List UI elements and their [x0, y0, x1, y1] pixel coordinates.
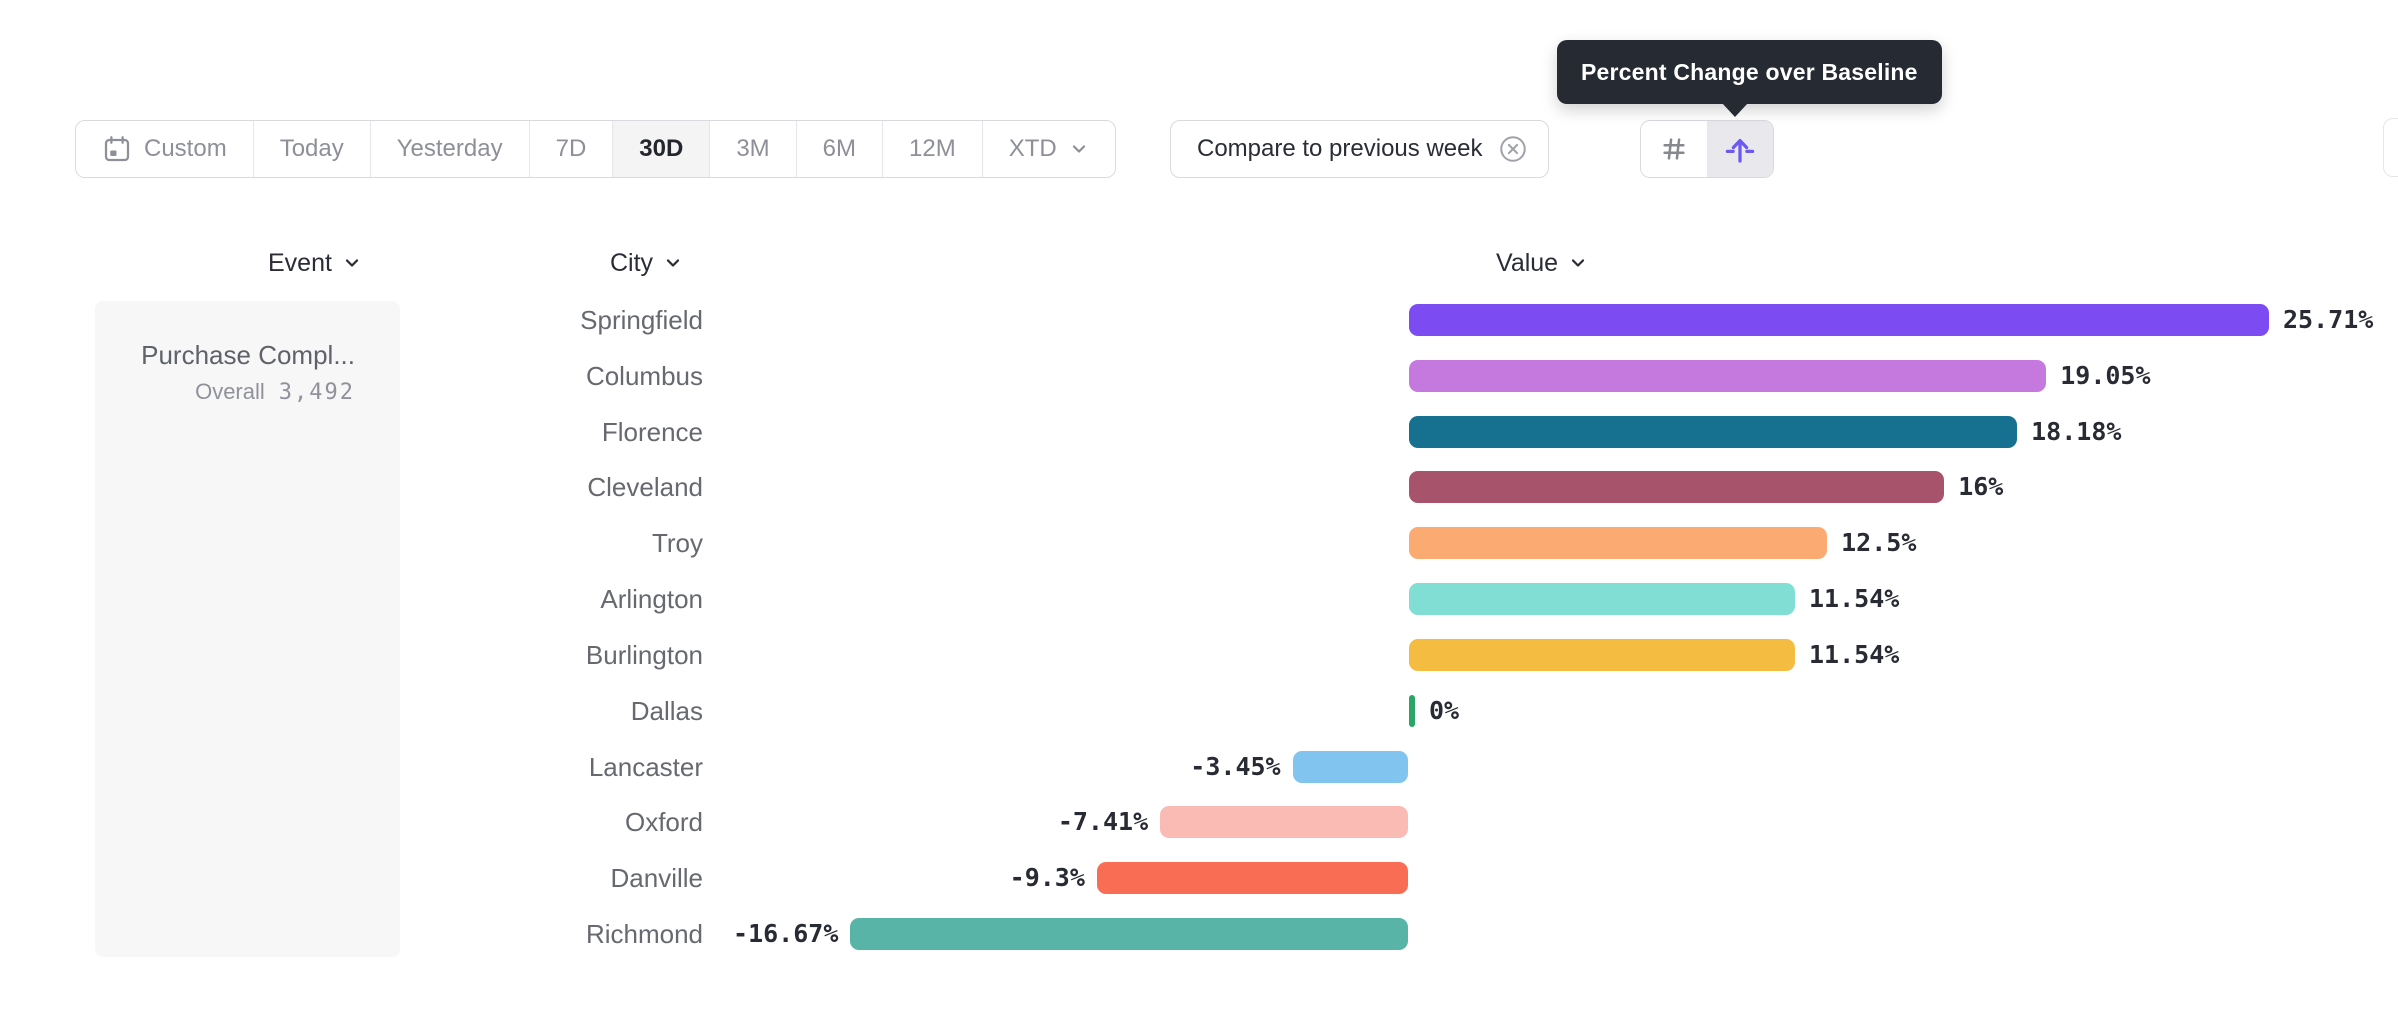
bar-arlington[interactable] [1409, 583, 1795, 616]
column-header-event-label: Event [268, 248, 332, 277]
value-label: -16.67% [733, 919, 839, 949]
tooltip-caret [1722, 103, 1748, 117]
chart-row-arlington: Arlington 11.54% [0, 571, 2398, 627]
value-label: 11.54% [1809, 639, 1900, 669]
bar-dallas[interactable] [1409, 694, 1415, 727]
chart-row-dallas: Dallas 0% [0, 683, 2398, 739]
date-range-group: Custom Today Yesterday 7D 30D 3M 6M 12M XTD [75, 120, 1116, 178]
event-title: Purchase Compl... [141, 340, 355, 370]
tooltip: Percent Change over Baseline [1557, 40, 1942, 104]
value-label: 18.18% [2031, 416, 2122, 446]
date-range-label: Yesterday [396, 135, 503, 162]
bar-springfield[interactable] [1409, 304, 2269, 336]
bar-troy[interactable] [1409, 527, 1828, 560]
city-label: Cleveland [587, 472, 703, 503]
chevron-down-icon [1072, 145, 1085, 153]
city-label: Richmond [585, 919, 703, 950]
calendar-icon [104, 136, 130, 162]
tooltip-text: Percent Change over Baseline [1581, 58, 1918, 85]
hash-icon [1663, 138, 1685, 160]
value-label: 0% [1429, 695, 1460, 725]
date-range-label: 30D [639, 135, 684, 162]
date-range-6m[interactable]: 6M [795, 121, 882, 177]
date-range-label: Today [279, 135, 344, 162]
chart-row-florence: Florence 18.18% [0, 404, 2398, 460]
chart-view-toggle-group [1640, 120, 1774, 178]
date-range-custom[interactable]: Custom [76, 121, 253, 177]
chart-row-danville: Danville -9.3% [0, 850, 2398, 906]
date-range-label: Custom [144, 135, 227, 162]
date-range-yesterday[interactable]: Yesterday [369, 121, 529, 177]
chart-row-richmond: Richmond -16.67% [0, 906, 2398, 962]
column-header-value[interactable]: Value [1496, 247, 1588, 279]
chart-row-columbus: Columbus 19.05% [0, 348, 2398, 404]
bar-lancaster[interactable] [1292, 750, 1408, 783]
city-label: Danville [610, 863, 704, 894]
value-label: 12.5% [1841, 528, 1917, 558]
arrow-up-baseline-icon [1725, 138, 1755, 163]
value-label: -7.41% [1057, 807, 1149, 837]
chevron-down-icon [666, 259, 680, 267]
column-header-value-label: Value [1496, 248, 1559, 277]
event-card[interactable]: Purchase Compl... Overall 3,492 [95, 301, 400, 957]
compare-chip[interactable]: Compare to previous week [1170, 120, 1550, 178]
city-label: Lancaster [588, 751, 703, 782]
city-label: Arlington [600, 584, 703, 615]
event-overall-value: 3,492 [278, 380, 355, 405]
city-label: Burlington [585, 639, 703, 670]
column-header-city[interactable]: City [610, 247, 683, 279]
number-format-button[interactable] [1641, 121, 1707, 177]
date-range-12m[interactable]: 12M [882, 121, 982, 177]
city-label: Columbus [585, 360, 703, 391]
value-label: 19.05% [2060, 360, 2151, 390]
value-label: -9.3% [1009, 863, 1085, 893]
bar-oxford[interactable] [1160, 806, 1408, 839]
date-range-toolbar: Custom Today Yesterday 7D 30D 3M 6M 12M XTD [75, 120, 1116, 178]
city-label: Dallas [630, 695, 703, 726]
bar-richmond[interactable] [850, 918, 1408, 951]
uplift-baseline-button[interactable] [1707, 121, 1773, 177]
chart-row-springfield: Springfield 25.71% [0, 292, 2398, 348]
date-range-7d[interactable]: 7D [528, 121, 613, 177]
column-header-city-label: City [610, 248, 654, 277]
date-range-label: 3M [736, 135, 770, 162]
chart-row-troy: Troy 12.5% [0, 515, 2398, 571]
partial-button-cutoff[interactable] [2383, 118, 2398, 177]
value-label: -3.45% [1190, 751, 1281, 781]
date-range-30d[interactable]: 30D [612, 121, 710, 177]
value-label: 25.71% [2282, 305, 2374, 334]
chart-row-burlington: Burlington 11.54% [0, 627, 2398, 683]
event-overall-label: Overall [195, 379, 265, 404]
value-label: 11.54% [1809, 584, 1900, 614]
bar-danville[interactable] [1096, 862, 1408, 895]
chevron-down-icon [1571, 259, 1585, 267]
compare-chip-label: Compare to previous week [1197, 135, 1483, 162]
date-range-label: 12M [909, 135, 956, 162]
event-overall: Overall 3,492 [95, 379, 355, 405]
city-label: Oxford [624, 807, 703, 838]
city-label: Troy [651, 528, 703, 559]
chart-row-lancaster: Lancaster -3.45% [0, 739, 2398, 795]
city-label: Florence [601, 416, 703, 447]
bar-burlington[interactable] [1409, 638, 1795, 671]
chart-row-oxford: Oxford -7.41% [0, 794, 2398, 850]
date-range-label: 6M [822, 135, 856, 162]
column-header-event[interactable]: Event [268, 247, 362, 279]
bar-columbus[interactable] [1409, 359, 2047, 392]
bar-florence[interactable] [1409, 415, 2018, 448]
date-range-3m[interactable]: 3M [709, 121, 796, 177]
chevron-down-icon [345, 259, 359, 267]
remove-compare-icon[interactable] [1498, 134, 1528, 164]
date-range-label: 7D [555, 135, 587, 162]
chart-row-cleveland: Cleveland 16% [0, 459, 2398, 515]
city-label: Springfield [580, 305, 703, 335]
date-range-label: XTD [1008, 135, 1057, 162]
date-range-xtd[interactable]: XTD [981, 121, 1115, 177]
value-label: 16% [1958, 472, 2004, 502]
bar-cleveland[interactable] [1409, 471, 1945, 504]
date-range-today[interactable]: Today [252, 121, 370, 177]
